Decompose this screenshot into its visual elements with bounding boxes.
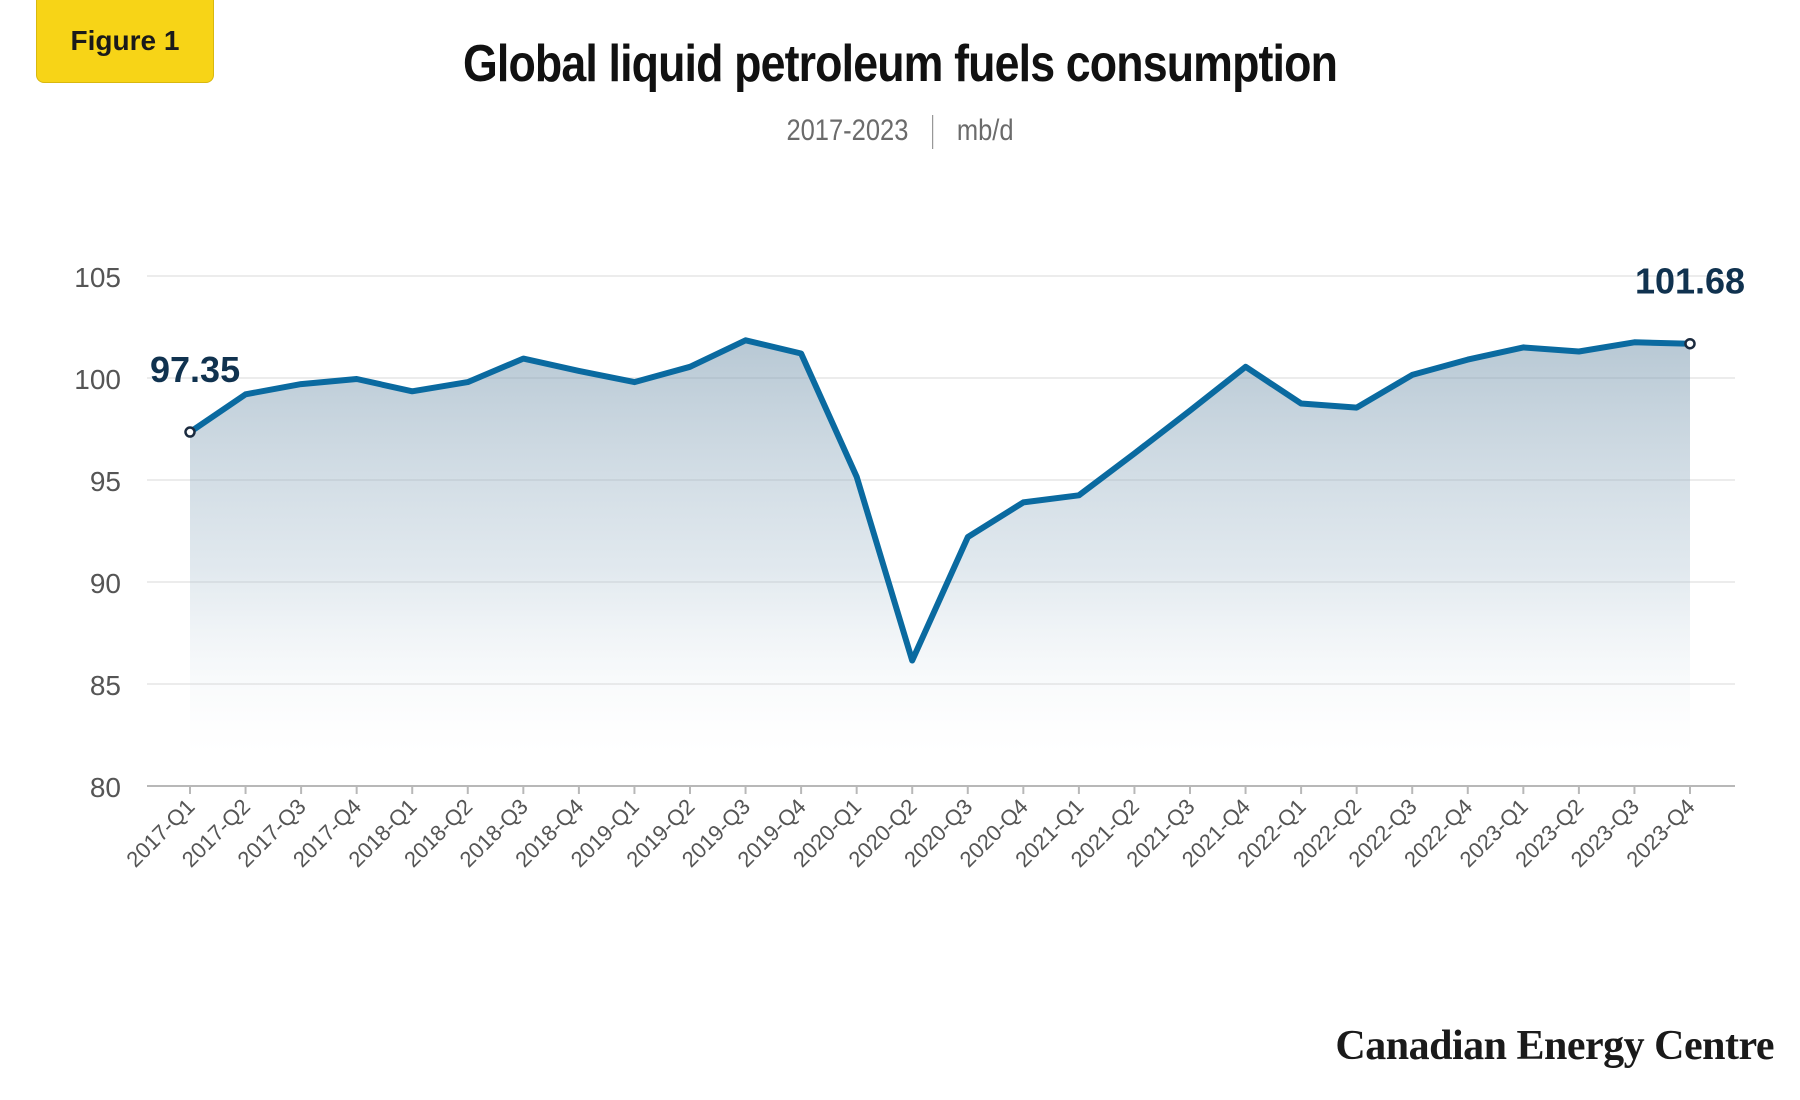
chart-title: Global liquid petroleum fuels consumptio… bbox=[462, 35, 1338, 93]
annotation-marker bbox=[184, 426, 196, 438]
y-tick-label: 80 bbox=[90, 772, 121, 803]
y-axis: 80 85 90 95 100 105 bbox=[74, 262, 121, 803]
subtitle-range: 2017-2023 bbox=[786, 114, 909, 147]
data-point bbox=[909, 658, 915, 664]
data-point bbox=[1298, 401, 1304, 407]
y-tick-label: 85 bbox=[90, 670, 121, 701]
data-label: 97.35 bbox=[150, 349, 240, 390]
data-point bbox=[1465, 357, 1471, 363]
subtitle-separator bbox=[932, 115, 934, 150]
area-fill bbox=[190, 340, 1690, 756]
data-point bbox=[1243, 364, 1249, 370]
data-point bbox=[1520, 344, 1526, 350]
data-point bbox=[798, 351, 804, 357]
annotation-marker bbox=[1684, 337, 1696, 350]
data-point bbox=[576, 368, 582, 374]
data-point bbox=[854, 474, 860, 480]
data-point bbox=[743, 337, 749, 343]
series-line bbox=[187, 337, 1693, 664]
data-point bbox=[1020, 499, 1026, 505]
y-tick-label: 95 bbox=[90, 466, 121, 497]
x-axis: 2017-Q12017-Q22017-Q32017-Q42018-Q12018-… bbox=[121, 786, 1700, 872]
data-point bbox=[520, 356, 526, 362]
data-point bbox=[1076, 492, 1082, 498]
data-point bbox=[1409, 372, 1415, 378]
data-point bbox=[965, 534, 971, 540]
y-tick-label: 100 bbox=[74, 364, 121, 395]
figure-badge: Figure 1 bbox=[36, 0, 214, 83]
brand-logo: Canadian Energy Centre bbox=[1335, 1023, 1774, 1069]
annotations: 97.35 101.68 bbox=[150, 261, 1745, 438]
data-point bbox=[1354, 405, 1360, 411]
data-point bbox=[354, 376, 360, 382]
data-point bbox=[409, 388, 415, 394]
data-label: 101.68 bbox=[1635, 261, 1745, 302]
subtitle-unit: mb/d bbox=[956, 114, 1014, 147]
y-tick-label: 90 bbox=[90, 568, 121, 599]
data-point bbox=[298, 381, 304, 387]
data-point bbox=[1187, 408, 1193, 414]
data-point bbox=[1576, 348, 1582, 354]
data-point bbox=[1631, 339, 1637, 345]
data-point bbox=[465, 379, 471, 385]
data-point bbox=[243, 391, 249, 397]
chart-subtitle: 2017-2023 mb/d bbox=[135, 114, 1665, 150]
data-point bbox=[631, 379, 637, 385]
y-tick-label: 105 bbox=[74, 262, 121, 293]
data-point bbox=[1131, 450, 1137, 456]
line-area-chart: 80 85 90 95 100 105 2017-Q12017-Q22017-Q32017… bbox=[74, 261, 1745, 872]
data-point bbox=[687, 364, 693, 370]
